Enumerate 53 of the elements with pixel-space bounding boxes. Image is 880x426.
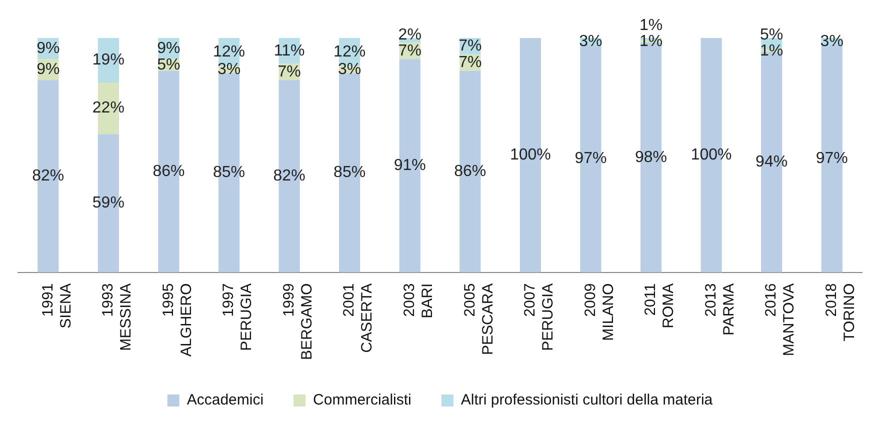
data-label: 82% xyxy=(273,168,306,185)
data-label: 12% xyxy=(212,43,246,60)
data-label: 100% xyxy=(690,146,732,164)
data-label: 9% xyxy=(157,40,180,57)
data-label: 12% xyxy=(334,43,366,60)
data-label: 97% xyxy=(574,150,607,168)
data-label: 3% xyxy=(820,32,844,50)
legend-label: Commercialisti xyxy=(313,392,412,409)
data-label: 7% xyxy=(458,54,482,72)
data-label: 97% xyxy=(816,150,848,168)
x-tick-label: 1995 ALGHERO xyxy=(160,283,195,357)
x-tick-label: 1997 PERUGIA xyxy=(220,283,256,351)
x-tick-label: 2005 PESCARA xyxy=(461,283,496,356)
data-label: 9% xyxy=(36,40,60,57)
data-label: 5% xyxy=(760,26,784,44)
data-label: 5% xyxy=(157,56,180,74)
legend-label: Altri professionisti cultori della materia xyxy=(460,392,714,409)
x-tick-label: 1991 SIENA xyxy=(39,283,74,328)
data-label: 85% xyxy=(334,164,366,182)
x-tick-label: 2011 ROMA xyxy=(642,283,678,328)
x-tick-label: 2003 BARI xyxy=(401,283,436,318)
data-label: 11% xyxy=(274,42,305,60)
legend-label: Accademici xyxy=(186,392,264,409)
data-label: 98% xyxy=(634,148,668,166)
data-label: 3% xyxy=(338,61,362,78)
data-label: 59% xyxy=(92,194,124,212)
data-label: 94% xyxy=(756,154,788,171)
x-tick-label: 2009 MILANO xyxy=(582,283,617,341)
x-tick-label: 2007 PERUGIA xyxy=(522,283,557,351)
x-tick-label: 1999 BERGAMO xyxy=(280,283,316,360)
data-label: 86% xyxy=(454,162,486,180)
data-label: 1% xyxy=(639,16,663,34)
data-label: 3% xyxy=(217,61,241,78)
x-tick-label: 1993 MESSINA xyxy=(100,283,135,351)
data-label: 85% xyxy=(212,164,246,182)
x-tick-label: 2001 CASERTA xyxy=(340,283,376,353)
x-tick-label: 2016 MANTOVA xyxy=(762,283,798,356)
data-label: 3% xyxy=(579,32,602,50)
data-label: 82% xyxy=(32,168,64,185)
data-label: 100% xyxy=(510,146,551,164)
data-label: 91% xyxy=(394,157,426,174)
data-label: 19% xyxy=(92,52,124,69)
data-label: 1% xyxy=(639,32,663,50)
data-label: 9% xyxy=(36,61,60,78)
data-label: 7% xyxy=(278,63,301,80)
x-tick-label: 2018 TORINO xyxy=(823,283,858,342)
data-label: 86% xyxy=(152,162,185,180)
x-tick-label: 2013 PARMA xyxy=(702,283,738,336)
data-label: 2% xyxy=(398,26,422,44)
data-label: 1% xyxy=(760,42,784,60)
data-label: 7% xyxy=(398,42,422,60)
data-label: 22% xyxy=(92,100,124,117)
data-label: 7% xyxy=(458,38,482,55)
